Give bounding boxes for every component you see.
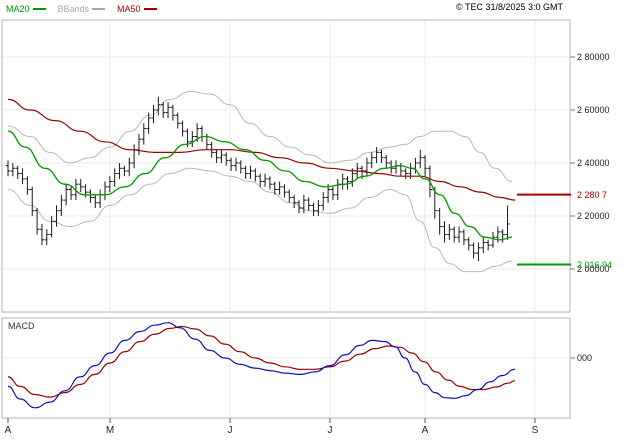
macd-panel-label: MACD [8, 321, 35, 331]
legend-label-bbands: BBands [57, 3, 90, 14]
legend-item-ma20: MA20 [6, 4, 46, 14]
legend-item-bbands: BBands [58, 4, 106, 14]
bbands-line-swatch-icon [92, 7, 106, 10]
chart-legend: MA20 BBands MA50 [6, 2, 157, 15]
copyright-text: © TEC 31/8/2025 3:0 GMT [455, 2, 563, 12]
legend-label-ma20: MA20 [6, 3, 30, 14]
legend-item-ma50: MA50 [117, 4, 157, 14]
legend-label-ma50: MA50 [117, 3, 141, 14]
ma20-line-swatch-icon [32, 7, 46, 10]
ma50-line-swatch-icon [143, 7, 157, 10]
